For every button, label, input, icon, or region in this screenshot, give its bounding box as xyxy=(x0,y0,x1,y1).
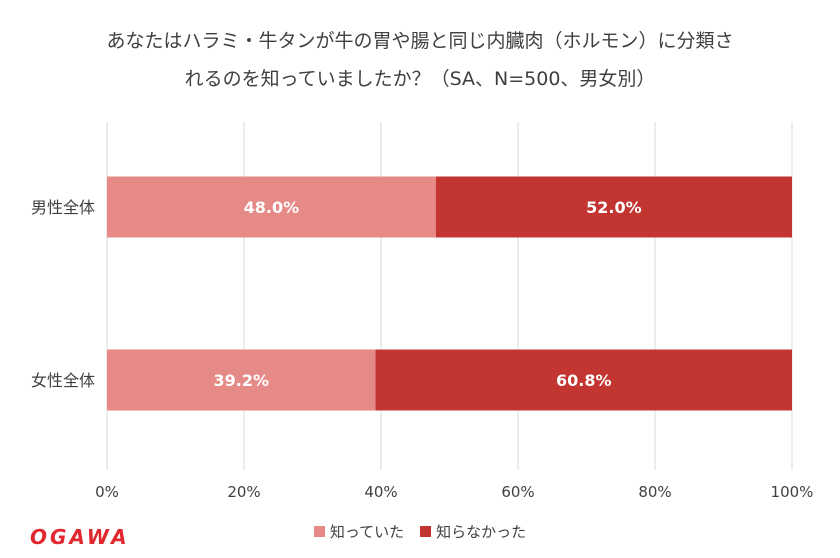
bar-segment xyxy=(107,349,376,411)
category-label: 男性全体 xyxy=(31,198,95,217)
bar-segment xyxy=(435,176,792,238)
legend-label-knew: 知っていた xyxy=(329,523,405,541)
data-label: 52.0% xyxy=(586,198,642,217)
x-tick-label: 20% xyxy=(227,483,260,501)
data-label: 48.0% xyxy=(244,198,300,217)
legend-item-knew: 知っていた xyxy=(313,521,405,542)
legend-swatch-knew xyxy=(313,526,325,537)
chart-title-line-1: あなたはハラミ・牛タンが牛の胃や腸と同じ内臓肉（ホルモン）に分類さ xyxy=(106,30,734,52)
chart-title: あなたはハラミ・牛タンが牛の胃や腸と同じ内臓肉（ホルモン）に分類さ れるのを知っ… xyxy=(0,22,840,98)
bar-segment xyxy=(107,176,436,238)
x-tick-label: 0% xyxy=(95,483,119,501)
chart-legend: 知っていた 知らなかった xyxy=(0,521,840,542)
x-tick-label: 80% xyxy=(638,483,671,501)
legend-item-didnt-know: 知らなかった xyxy=(420,521,526,542)
legend-label-didnt-know: 知らなかった xyxy=(436,523,527,541)
category-label: 女性全体 xyxy=(31,371,95,390)
legend-swatch-didnt-know xyxy=(420,526,432,537)
x-tick-label: 100% xyxy=(771,483,814,501)
x-tick-label: 40% xyxy=(364,483,397,501)
ogawa-logo: OGAWA xyxy=(30,525,130,549)
data-label: 39.2% xyxy=(214,371,270,390)
data-label: 60.8% xyxy=(556,371,612,390)
x-tick-label: 60% xyxy=(501,483,534,501)
bar-segment xyxy=(375,349,792,411)
chart-title-line-2: れるのを知っていましたか？（SA、N=500、男女別） xyxy=(184,68,656,90)
